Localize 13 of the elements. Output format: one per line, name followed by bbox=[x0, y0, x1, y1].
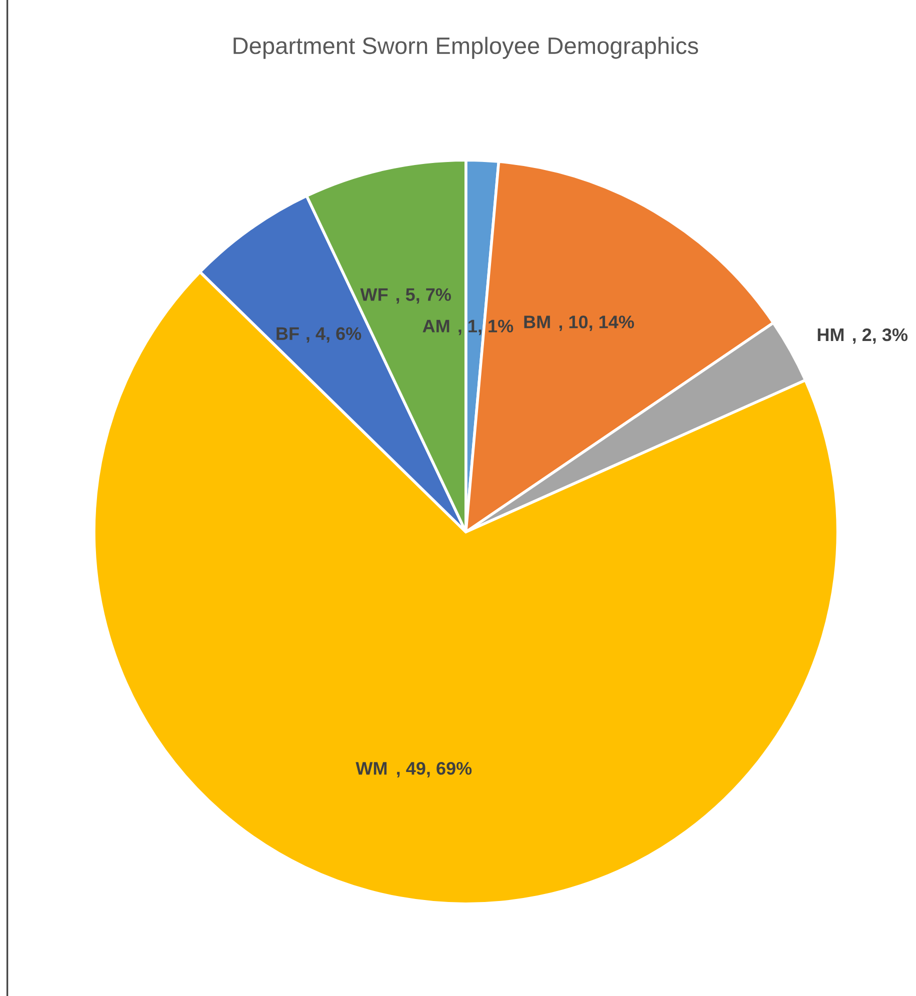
data-label: , 5, 7% bbox=[396, 288, 451, 304]
slice-label: BF bbox=[276, 327, 299, 340]
slice-label: AM bbox=[422, 320, 450, 332]
slice-label: HM bbox=[818, 328, 844, 341]
data-label: , 49, 69% bbox=[397, 762, 472, 778]
slice-label: WF bbox=[360, 288, 388, 301]
data-label: , 2, 3% bbox=[853, 328, 908, 344]
chart-title: Department Sworn Employee Demographics bbox=[234, 36, 698, 59]
slice-label: BM bbox=[524, 316, 550, 328]
slice-label: WM bbox=[356, 762, 387, 775]
data-label: , 4, 6% bbox=[306, 327, 362, 343]
data-label: , 10, 14% bbox=[559, 316, 634, 331]
data-label: , 1, 1% bbox=[458, 320, 514, 336]
